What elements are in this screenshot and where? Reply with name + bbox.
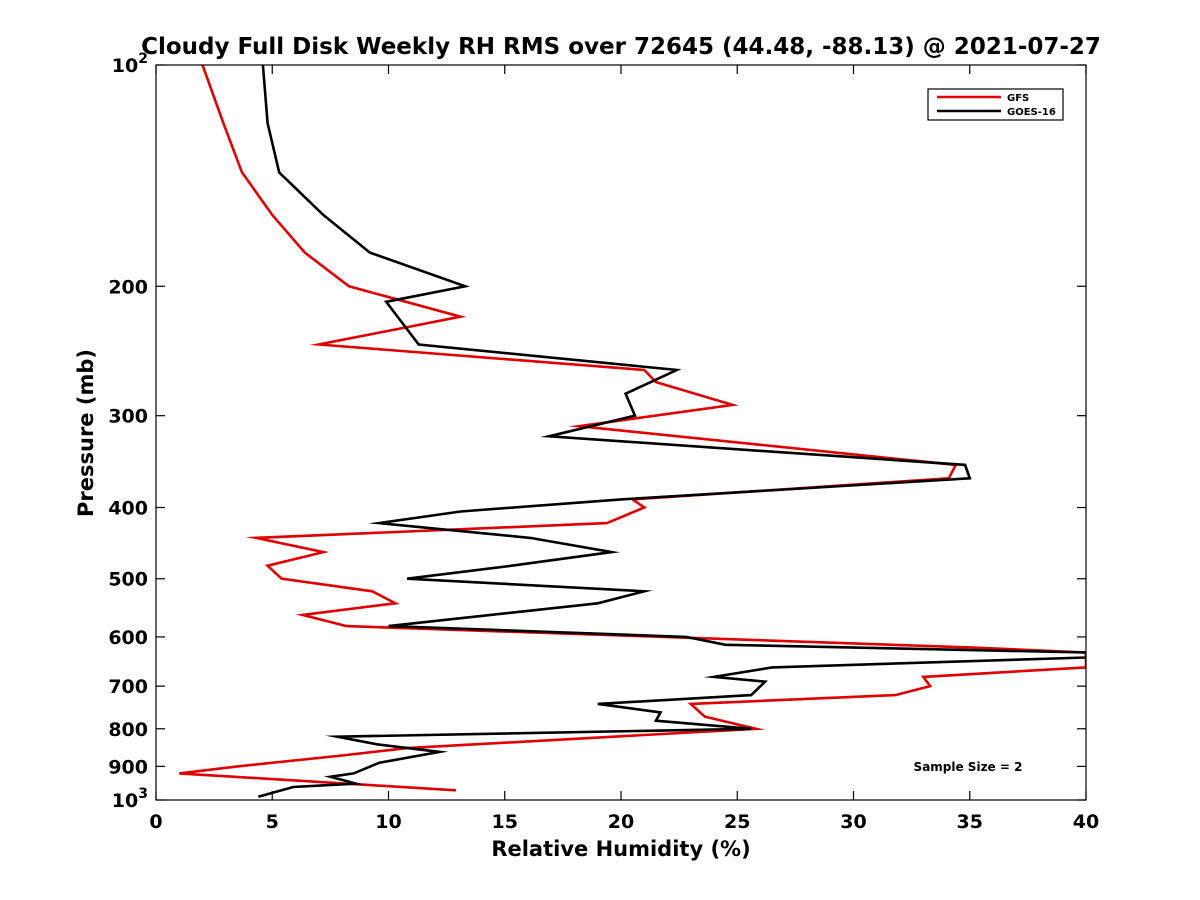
x-tick-label: 0	[149, 811, 162, 833]
y-tick-label: 800	[108, 719, 148, 741]
chart-title: Cloudy Full Disk Weekly RH RMS over 7264…	[141, 34, 1101, 60]
legend: GFS GOES-16	[927, 88, 1064, 121]
x-tick-label: 15	[492, 811, 518, 833]
x-tick-label: 35	[957, 811, 983, 833]
plot-lines	[179, 65, 1086, 799]
x-tick-label: 5	[266, 811, 279, 833]
y-tick-label: 103	[112, 786, 148, 812]
y-tick-label: 500	[108, 569, 148, 591]
legend-label-goes-16: GOES-16	[1007, 107, 1056, 118]
x-tick-label: 25	[724, 811, 750, 833]
sample-size-annotation: Sample Size = 2	[914, 760, 1023, 774]
x-axis-label: Relative Humidity (%)	[491, 837, 750, 861]
y-axis-label: Pressure (mb)	[74, 349, 98, 517]
x-tick-label: 40	[1073, 811, 1099, 833]
x-axis-ticks: 0 5 10 15 20 25 30 35 40	[149, 65, 1099, 833]
y-tick-label: 700	[108, 676, 148, 698]
legend-box	[927, 88, 1064, 121]
y-tick-label: 200	[108, 276, 148, 298]
y-tick-label: 600	[108, 627, 148, 649]
x-tick-label: 10	[375, 811, 401, 833]
x-tick-label: 30	[840, 811, 866, 833]
series-line-goes-16	[257, 65, 1086, 799]
series-line-gfs	[179, 65, 1086, 792]
y-tick-label: 300	[108, 406, 148, 428]
y-axis-ticks: 102 200 300 400 500 600 700 800 900 103	[108, 51, 1086, 812]
y-tick-label: 102	[112, 51, 148, 77]
legend-label-gfs: GFS	[1007, 93, 1029, 104]
y-tick-label: 900	[108, 756, 148, 778]
y-tick-label: 400	[108, 498, 148, 520]
x-tick-label: 20	[608, 811, 634, 833]
